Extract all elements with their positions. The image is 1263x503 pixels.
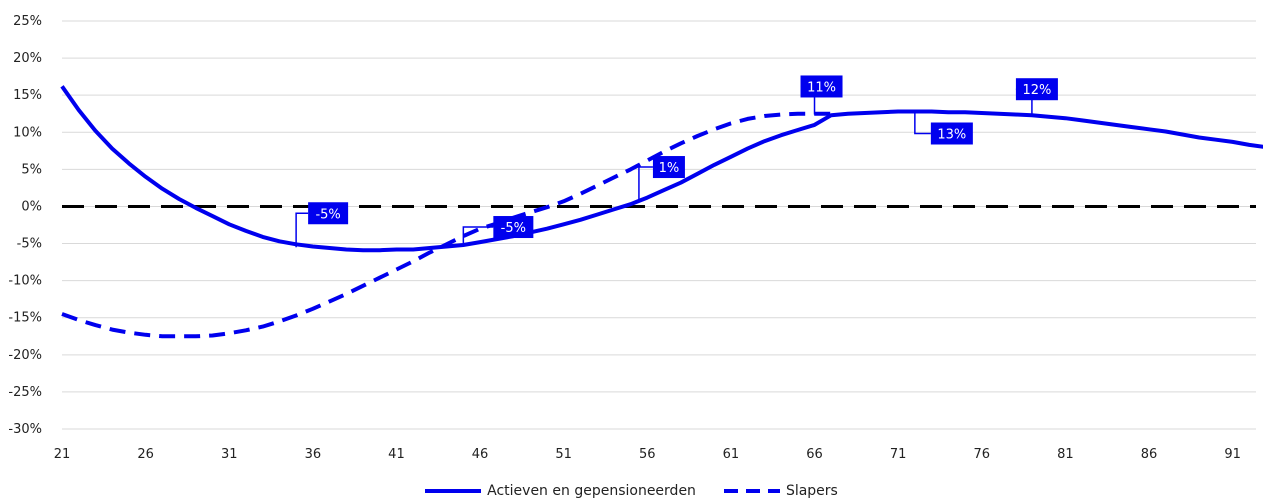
x-tick-label: 31 bbox=[221, 447, 238, 462]
data-label: -5% bbox=[501, 221, 526, 236]
x-tick-label: 71 bbox=[890, 447, 907, 462]
y-tick-label: 25% bbox=[13, 14, 42, 29]
x-tick-label: 26 bbox=[137, 447, 154, 462]
series-line-slapers bbox=[61, 111, 832, 339]
legend-label-actieven: Actieven en gepensioneerden bbox=[487, 483, 696, 499]
legend-item-slapers: Slapers bbox=[723, 483, 838, 499]
x-tick-label: 56 bbox=[639, 447, 656, 462]
x-tick-label: 91 bbox=[1224, 447, 1241, 462]
data-label-leader bbox=[914, 111, 931, 135]
x-tick-label: 51 bbox=[555, 447, 572, 462]
x-tick-label: 61 bbox=[723, 447, 740, 462]
y-tick-label: -5% bbox=[17, 237, 42, 252]
data-label-box bbox=[930, 122, 973, 145]
x-tick-label: 36 bbox=[305, 447, 322, 462]
data-label: -5% bbox=[315, 207, 340, 222]
data-label-leader bbox=[295, 212, 309, 248]
x-tick-label: 81 bbox=[1057, 447, 1074, 462]
legend-swatch-dashed bbox=[723, 489, 780, 493]
y-tick-label: -20% bbox=[8, 348, 42, 363]
data-label: 12% bbox=[1022, 83, 1051, 98]
x-tick-label: 21 bbox=[54, 447, 71, 462]
x-tick-label: 76 bbox=[973, 447, 990, 462]
y-tick-label: 0% bbox=[21, 199, 42, 214]
y-tick-label: -15% bbox=[8, 311, 42, 326]
y-tick-label: 20% bbox=[13, 51, 42, 66]
y-tick-label: -25% bbox=[8, 385, 42, 400]
legend: Actieven en gepensioneerden Slapers bbox=[0, 480, 1263, 502]
y-tick-label: -30% bbox=[8, 422, 42, 437]
y-tick-label: -10% bbox=[8, 274, 42, 289]
y-tick-label: 15% bbox=[13, 88, 42, 103]
data-label-leader bbox=[638, 166, 653, 200]
data-label: 1% bbox=[659, 161, 680, 176]
data-label-box bbox=[652, 156, 685, 179]
data-label-leader bbox=[462, 226, 494, 246]
x-tick-label: 86 bbox=[1141, 447, 1158, 462]
data-label: 11% bbox=[807, 80, 836, 95]
data-label-box bbox=[1015, 78, 1058, 101]
legend-swatch-solid bbox=[425, 489, 482, 493]
legend-item-actieven: Actieven en gepensioneerden bbox=[425, 483, 696, 499]
data-label-box bbox=[493, 216, 534, 239]
data-label: 13% bbox=[937, 128, 966, 143]
y-tick-label: 10% bbox=[13, 125, 42, 140]
data-label-box bbox=[800, 75, 843, 98]
series-line-actieven bbox=[60, 85, 1263, 253]
data-label-box bbox=[308, 202, 349, 225]
line-chart: 25% 20% 15% 10% 5% 0% -5% -10% -15% -20% -25% -30% 2… bbox=[8, 14, 1263, 462]
x-tick-label: 41 bbox=[388, 447, 405, 462]
y-tick-label: 5% bbox=[21, 162, 42, 177]
x-tick-label: 66 bbox=[806, 447, 823, 462]
x-tick-label: 46 bbox=[472, 447, 489, 462]
legend-label-slapers: Slapers bbox=[785, 483, 838, 499]
